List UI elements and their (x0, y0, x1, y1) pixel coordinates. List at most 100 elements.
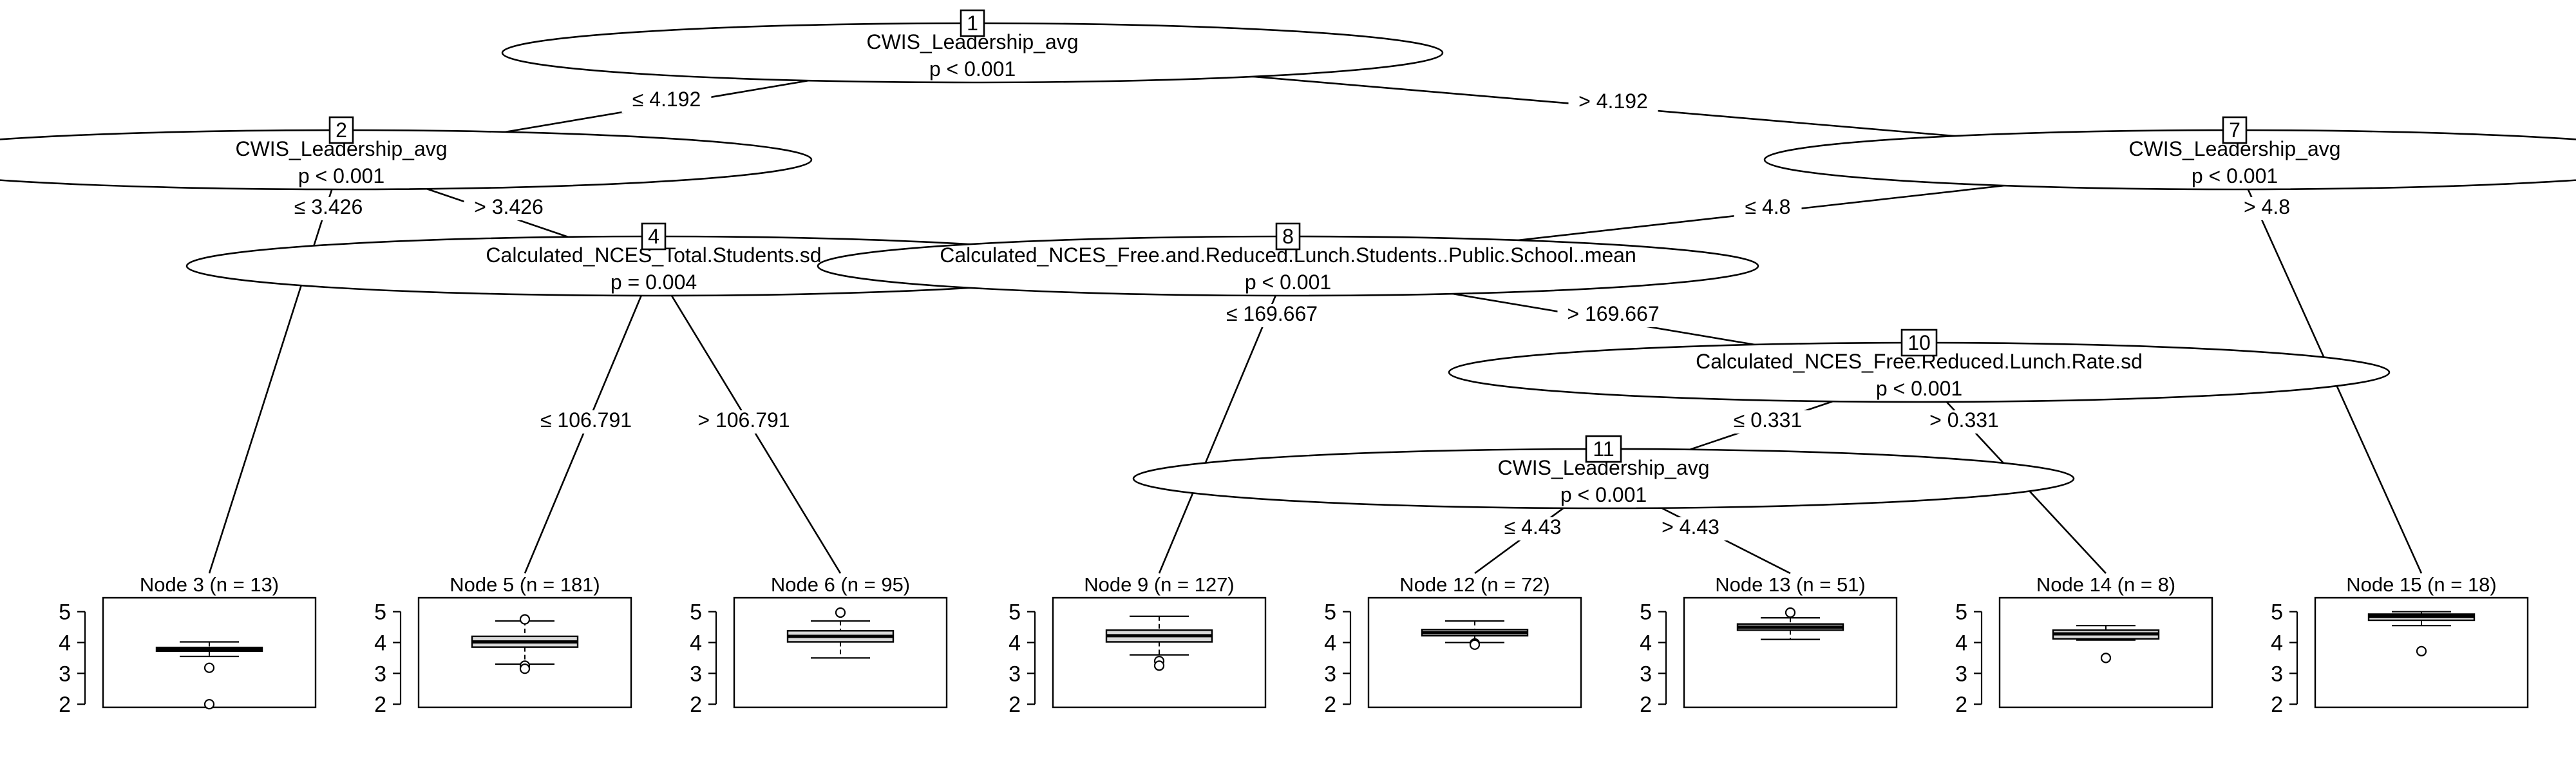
y-tick-label: 3 (1324, 662, 1336, 686)
node-id: 2 (336, 119, 347, 142)
y-tick-label: 2 (1955, 692, 1967, 717)
outlier-point (204, 699, 215, 710)
edge-label-background (1216, 304, 1328, 327)
y-tick-label: 4 (1955, 631, 1967, 655)
terminal-node-title: Node 14 (n = 8) (2036, 573, 2175, 596)
node-id: 11 (1593, 437, 1614, 461)
edge-label-background (1723, 410, 1813, 434)
terminal-node-title: Node 3 (n = 13) (140, 573, 279, 596)
node-p-value: p < 0.001 (1560, 483, 1647, 506)
node-id-box (960, 9, 985, 37)
node-id-box (1275, 222, 1301, 251)
inner-node-8: Calculated_NCES_Free.and.Reduced.Lunch.S… (817, 222, 1759, 297)
y-tick-label: 5 (1955, 600, 1967, 625)
node-p-value: p < 0.001 (929, 57, 1016, 81)
edge-label-background (2233, 197, 2301, 220)
terminal-node-title: Node 15 (n = 18) (2346, 573, 2497, 596)
edge-label: > 4.8 (2244, 195, 2290, 218)
edge-label-background (530, 410, 642, 434)
edge-label: ≤ 3.426 (294, 195, 363, 218)
terminal-node-12: Node 12 (n = 72) 2 3 4 5 (1324, 573, 1582, 717)
edge-label: ≤ 0.331 (1734, 408, 1803, 432)
node-id: 10 (1908, 331, 1931, 354)
y-tick-label: 3 (59, 662, 71, 686)
y-tick-label: 4 (2271, 631, 2283, 655)
edge-label-background (621, 90, 712, 113)
terminal-node-5: Node 5 (n = 181) 2 3 4 5 (374, 573, 632, 717)
edge-label-background (283, 197, 374, 220)
terminal-node-title: Node 12 (n = 72) (1399, 573, 1550, 596)
terminal-node-title: Node 9 (n = 127) (1084, 573, 1235, 596)
edge-2-3 (208, 159, 343, 574)
terminal-node-13: Node 13 (n = 51) 2 3 4 5 (1640, 573, 1898, 717)
node-id: 1 (967, 12, 978, 35)
y-tick-label: 3 (1955, 662, 1967, 686)
terminal-node-title: Node 6 (n = 95) (771, 573, 910, 596)
edge-label: ≤ 4.8 (1745, 195, 1791, 218)
outlier-point (1785, 607, 1796, 618)
y-tick-label: 5 (1640, 600, 1652, 625)
y-tick-label: 2 (1640, 692, 1652, 717)
edge-label-background (1734, 197, 1802, 220)
y-tick-label: 5 (690, 600, 702, 625)
y-tick-label: 2 (1009, 692, 1021, 717)
edge-labels-layer: ≤ 4.192 > 4.192 ≤ 3.426 > 3.426 ≤ 106.791 > 1… (283, 88, 2301, 540)
edge-label: > 169.667 (1567, 302, 1659, 325)
node-p-value: p < 0.001 (2192, 164, 2278, 187)
node-id: 7 (2229, 119, 2240, 142)
terminal-node-15: Node 15 (n = 18) 2 3 4 5 (2271, 573, 2529, 717)
edge-label-background (1651, 517, 1730, 540)
edge-label: ≤ 169.667 (1226, 302, 1318, 325)
y-tick-label: 5 (1324, 600, 1336, 625)
node-p-value: p = 0.004 (611, 271, 697, 294)
edge-label: > 3.426 (474, 195, 544, 218)
edge-label: ≤ 4.192 (632, 88, 701, 111)
node-id-box (1585, 435, 1622, 463)
terminal-node-6: Node 6 (n = 95) 2 3 4 5 (690, 573, 948, 717)
outlier-point (2100, 653, 2112, 663)
y-tick-label: 4 (1009, 631, 1021, 655)
y-tick-label: 3 (2271, 662, 2283, 686)
y-tick-label: 5 (374, 600, 386, 625)
y-tick-label: 3 (1640, 662, 1652, 686)
terminal-node-9: Node 9 (n = 127) 2 3 4 5 (1009, 573, 1267, 717)
plot-frame (1367, 596, 1582, 709)
y-tick-label: 4 (1640, 631, 1652, 655)
y-tick-label: 5 (59, 600, 71, 625)
plot-frame (1998, 596, 2213, 709)
edge-label-background (688, 410, 800, 434)
y-tick-label: 3 (374, 662, 386, 686)
edge-label: > 0.331 (1929, 408, 1999, 432)
outlier-point (1469, 639, 1481, 650)
y-tick-label: 5 (1009, 600, 1021, 625)
y-tick-label: 4 (690, 631, 702, 655)
y-tick-label: 2 (690, 692, 702, 717)
edge-label-background (1557, 304, 1669, 327)
y-tick-label: 4 (374, 631, 386, 655)
outlier-point (204, 662, 215, 673)
y-tick-label: 5 (2271, 600, 2283, 625)
node-p-value: p < 0.001 (1245, 271, 1331, 294)
node-id-box (2222, 116, 2248, 144)
y-tick-label: 4 (59, 631, 71, 655)
inner-node-10: Calculated_NCES_Free.Reduced.Lunch.Rate.… (1448, 329, 2391, 403)
y-tick-label: 3 (690, 662, 702, 686)
edge-label: > 4.43 (1662, 515, 1719, 539)
y-tick-label: 2 (59, 692, 71, 717)
outlier-point (519, 663, 531, 674)
node-p-value: p < 0.001 (298, 164, 384, 187)
edge-label: > 4.192 (1578, 90, 1648, 113)
edge-label-background (464, 197, 554, 220)
outlier-point (2416, 645, 2427, 656)
y-tick-label: 3 (1009, 662, 1021, 686)
node-p-value: p < 0.001 (1876, 377, 1962, 400)
outlier-point (1153, 660, 1165, 671)
y-tick-label: 2 (2271, 692, 2283, 717)
terminal-node-title: Node 5 (n = 181) (450, 573, 600, 596)
